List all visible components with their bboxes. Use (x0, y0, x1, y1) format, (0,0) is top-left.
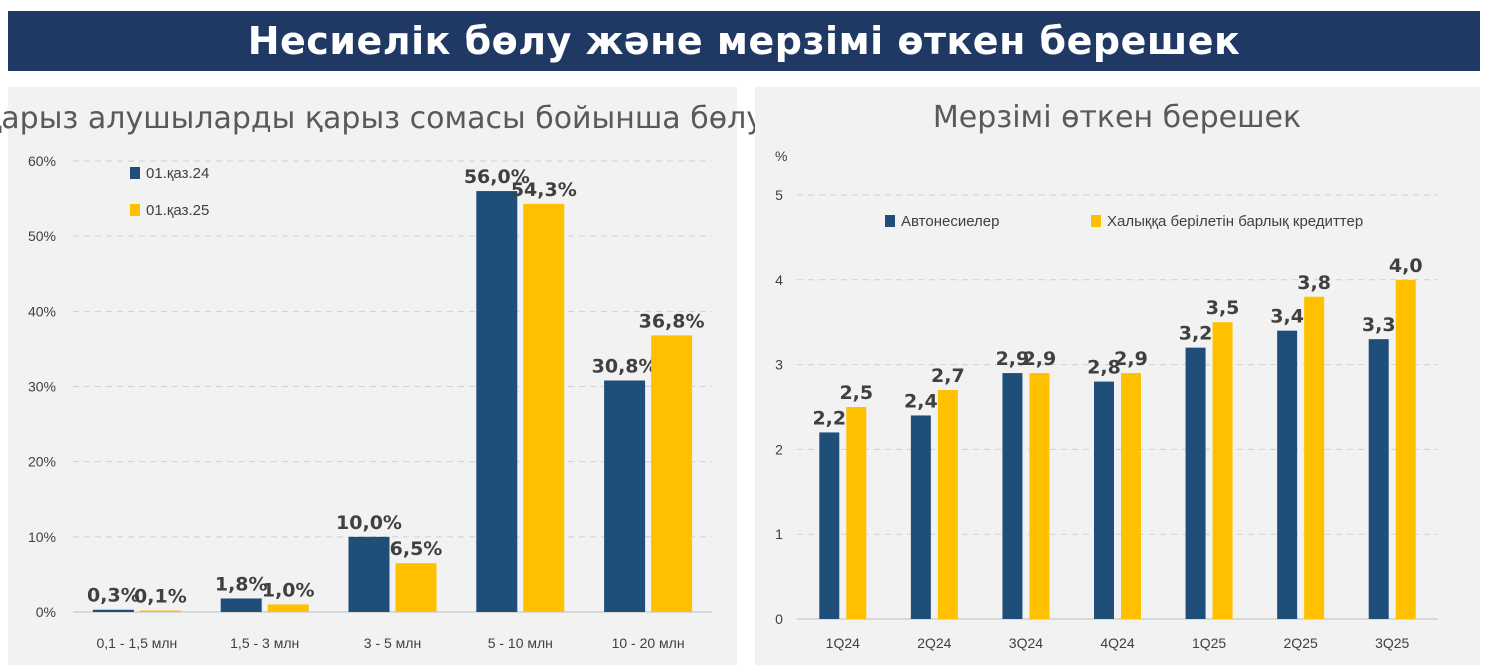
data-label: 2,9 (1114, 348, 1148, 370)
legend-label: 01.қаз.24 (146, 165, 209, 182)
bar (1029, 373, 1050, 619)
legend-label: Автонесиелер (901, 213, 999, 230)
bar (651, 335, 693, 612)
page-banner: Несиелік бөлу және мерзімі өткен берешек (8, 11, 1480, 71)
bar (846, 407, 867, 619)
bar (604, 380, 646, 612)
x-tick-label: 3Q24 (1009, 635, 1043, 651)
loan-distribution-chart: Қарыз алушыларды қарыз сомасы бойынша бө… (0, 101, 764, 651)
chart-panel-loan-distribution: Қарыз алушыларды қарыз сомасы бойынша бө… (0, 87, 764, 665)
y-tick-label: 50% (28, 228, 56, 244)
y-axis-label: % (775, 148, 787, 164)
legend-swatch (885, 215, 895, 227)
data-label: 2,9 (1023, 348, 1057, 370)
data-label: 54,3% (511, 179, 577, 201)
data-label: 3,3 (1362, 314, 1396, 336)
chart-title: Мерзімі өткен берешек (933, 100, 1301, 135)
bar (910, 415, 931, 619)
legend-label: Халыққа берілетін барлық кредиттер (1107, 213, 1363, 230)
bar (1121, 373, 1141, 619)
bar (819, 432, 840, 619)
x-tick-label: 3Q25 (1375, 635, 1409, 651)
y-tick-label: 2 (775, 441, 783, 457)
x-tick-label: 5 - 10 млн (488, 635, 553, 651)
bar (92, 609, 134, 612)
data-label: 1,0% (262, 579, 315, 601)
bar (1304, 296, 1325, 619)
bar (1277, 330, 1298, 619)
y-tick-label: 4 (775, 272, 783, 288)
data-label: 3,2 (1179, 323, 1213, 345)
bar (1185, 347, 1206, 619)
data-label: 56,0% (464, 166, 530, 188)
overdue-debt-chart: Мерзімі өткен берешек% 0 1 2 3 4 5 1Q24 2,2 2,5 2Q… (775, 100, 1438, 651)
bar (1368, 339, 1389, 619)
page-title: Несиелік бөлу және мерзімі өткен берешек (247, 19, 1241, 63)
data-label: 2,5 (839, 382, 873, 404)
data-label: 3,5 (1206, 297, 1240, 319)
bar (395, 563, 437, 612)
data-label: 6,5% (390, 538, 443, 560)
data-label: 0,3% (87, 585, 140, 607)
y-tick-label: 60% (28, 153, 56, 169)
legend-swatch (130, 204, 140, 216)
x-tick-label: 3 - 5 млн (364, 635, 421, 651)
bar (139, 610, 181, 612)
x-tick-label: 1Q24 (826, 635, 860, 651)
data-label: 2,2 (812, 407, 846, 429)
bar (476, 191, 518, 613)
data-label: 30,8% (592, 355, 658, 377)
bar (1094, 381, 1114, 619)
y-tick-label: 30% (28, 379, 56, 395)
x-tick-label: 10 - 20 млн (612, 635, 685, 651)
legend-swatch (1091, 215, 1101, 227)
data-label: 4,0 (1389, 255, 1423, 277)
x-tick-label: 1,5 - 3 млн (230, 635, 299, 651)
y-tick-label: 0% (36, 604, 56, 620)
y-tick-label: 1 (775, 526, 783, 542)
data-label: 2,7 (931, 365, 965, 387)
y-tick-label: 0 (775, 611, 783, 627)
bar (348, 536, 390, 612)
bar (523, 203, 565, 612)
data-label: 36,8% (639, 310, 705, 332)
bar (937, 390, 958, 619)
data-label: 0,1% (134, 586, 187, 608)
bar (1395, 279, 1416, 619)
x-tick-label: 1Q25 (1192, 635, 1226, 651)
y-tick-label: 3 (775, 357, 783, 373)
bar (1212, 322, 1233, 619)
data-label: 10,0% (336, 512, 402, 534)
legend-label: 01.қаз.25 (146, 202, 209, 219)
y-tick-label: 5 (775, 187, 783, 203)
y-tick-label: 10% (28, 529, 56, 545)
data-label: 2,9 (996, 348, 1030, 370)
data-label: 2,8 (1087, 357, 1121, 379)
x-tick-label: 4Q24 (1100, 635, 1134, 651)
x-tick-label: 2Q24 (917, 635, 951, 651)
data-label: 2,4 (904, 390, 938, 412)
data-label: 3,8 (1297, 272, 1331, 294)
x-tick-label: 2Q25 (1284, 635, 1318, 651)
y-tick-label: 40% (28, 303, 56, 319)
bar (220, 598, 262, 612)
chart-panel-overdue-debt: Мерзімі өткен берешек% 0 1 2 3 4 5 1Q24 2,2 2,5 2Q… (755, 87, 1480, 665)
chart-title: Қарыз алушыларды қарыз сомасы бойынша бө… (0, 101, 764, 136)
bar (267, 604, 309, 612)
legend-swatch (130, 167, 140, 179)
x-tick-label: 0,1 - 1,5 млн (97, 635, 178, 651)
data-label: 1,8% (215, 573, 268, 595)
bar (1002, 373, 1023, 619)
y-tick-label: 20% (28, 454, 56, 470)
data-label: 3,4 (1270, 306, 1304, 328)
